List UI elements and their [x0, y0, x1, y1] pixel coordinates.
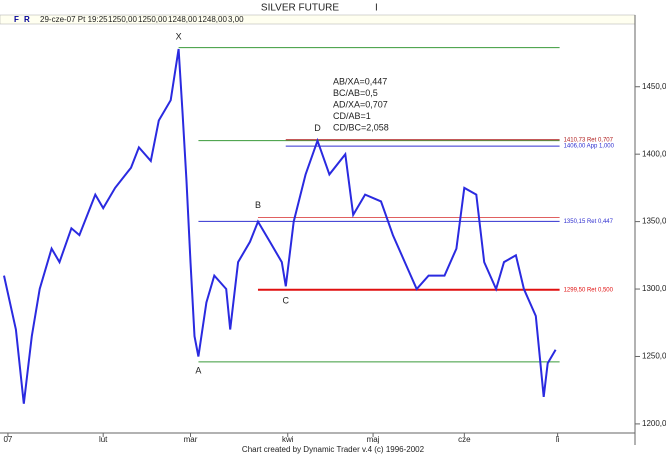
chart-title: SILVER FUTURE [261, 3, 339, 14]
pattern-point: B [255, 200, 261, 210]
y-tick-label: 1450,00 [642, 82, 666, 91]
level-label: 1410,73 Ret 0,707 [564, 137, 614, 143]
info-value: 1248,00 [168, 15, 197, 24]
footer: Chart created by Dynamic Trader v.4 (c) … [242, 445, 425, 454]
y-tick-label: 1200,00 [642, 419, 666, 428]
ratio-text: CD/AB=1 [333, 111, 371, 121]
level-label: 1406,00 App 1,000 [564, 144, 615, 150]
pattern-point: X [176, 31, 182, 41]
ratio-text: AB/XA=0,447 [333, 76, 387, 86]
y-tick-label: 1350,00 [642, 217, 666, 226]
pattern-point: C [283, 295, 290, 305]
info-value: 3,00 [228, 15, 244, 24]
info-value: 29-cze-07 Pt 19:25 [40, 15, 108, 24]
y-tick-label: 1300,00 [642, 284, 666, 293]
level-label: 1350,15 Ret 0,447 [564, 219, 614, 225]
x-tick-label: 07 [3, 435, 12, 444]
x-tick-label: kwi [282, 435, 294, 444]
info-value: 1248,00 [198, 15, 227, 24]
pattern-point: A [195, 366, 201, 376]
flag[interactable]: F [14, 15, 19, 24]
x-tick-label: maj [367, 435, 380, 444]
flag[interactable]: R [24, 15, 30, 24]
x-tick-label: cze [458, 435, 471, 444]
x-tick-label: lut [99, 435, 108, 444]
ratio-text: AD/XA=0,707 [333, 99, 388, 109]
info-value: 1250,00 [108, 15, 137, 24]
ratio-text: BC/AB=0,5 [333, 88, 378, 98]
y-tick-label: 1250,00 [642, 352, 666, 361]
x-tick-label: li [556, 435, 560, 444]
x-tick-label: mar [184, 435, 198, 444]
y-tick-label: 1400,00 [642, 149, 666, 158]
pattern-point: D [314, 123, 321, 133]
ratio-text: CD/BC=2,058 [333, 122, 389, 132]
info-value: 1250,00 [138, 15, 167, 24]
chart-subtitle: I [375, 3, 378, 14]
price-line [3, 48, 557, 404]
level-label: 1299,50 Ret 0,500 [564, 287, 614, 293]
